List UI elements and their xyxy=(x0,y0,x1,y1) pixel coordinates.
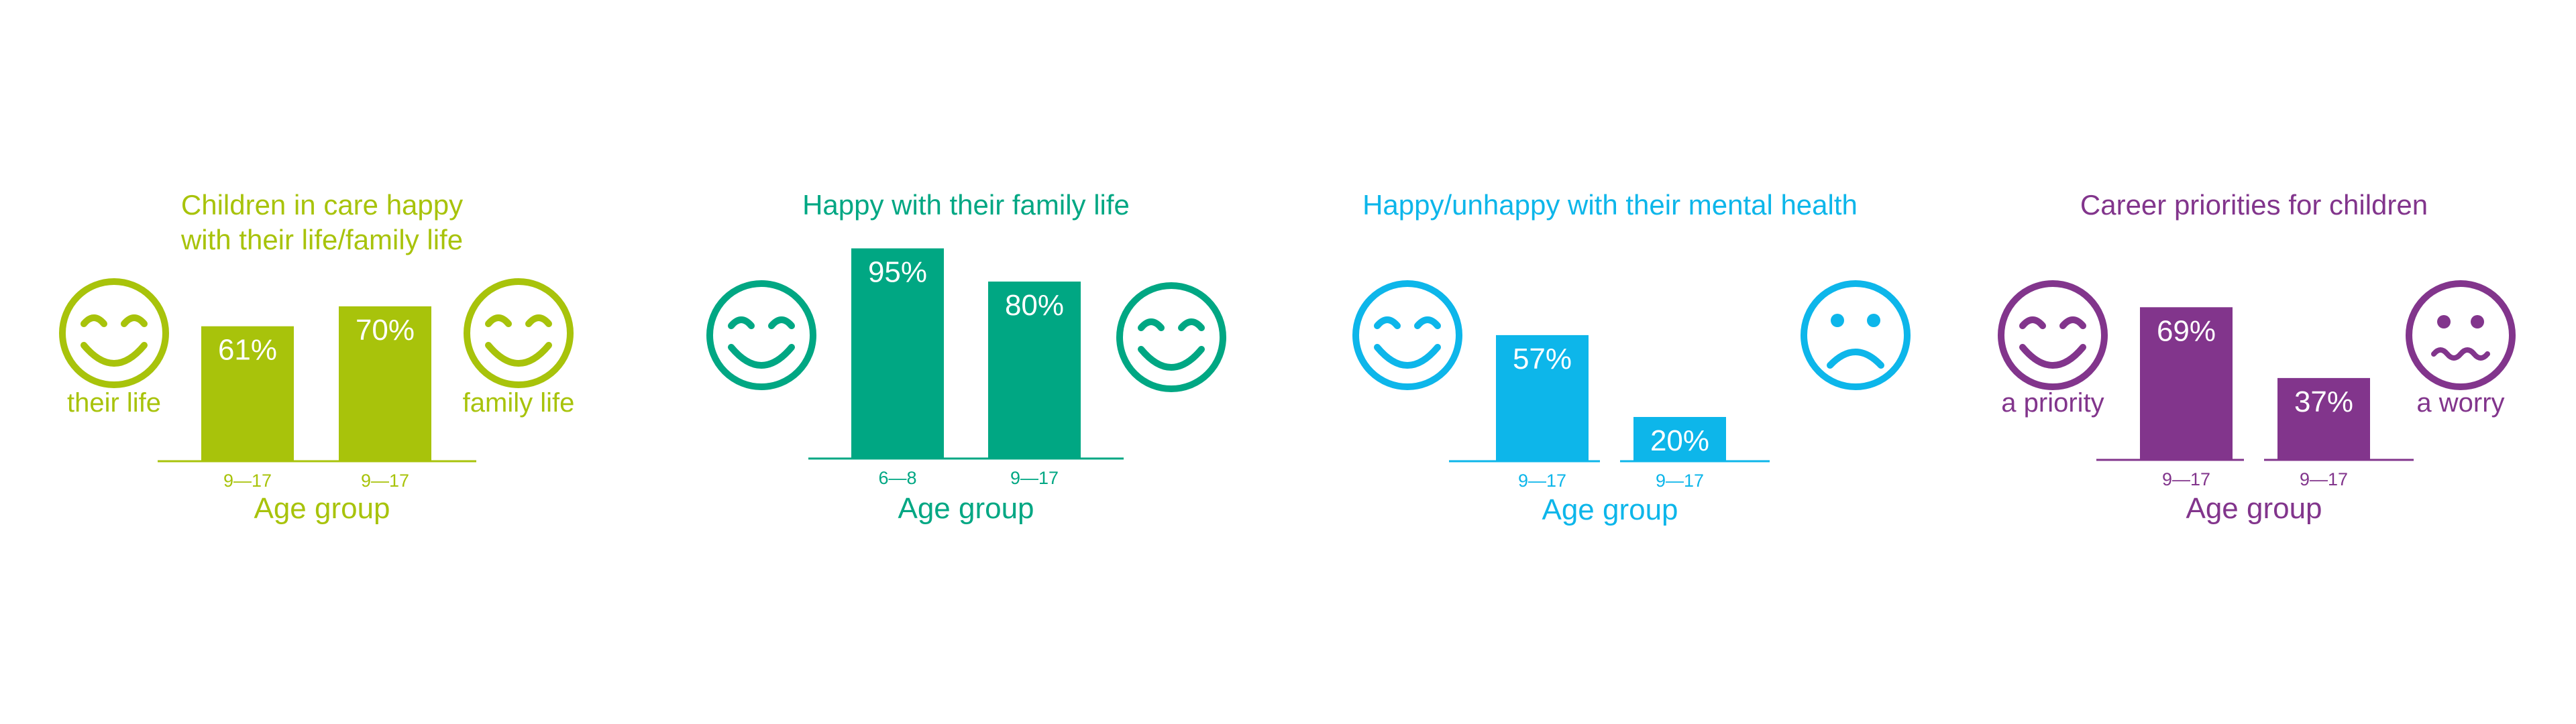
bar xyxy=(1633,417,1726,461)
x-axis-label: Age group xyxy=(2186,492,2322,525)
x-tick-label: 9—17 xyxy=(1656,471,1704,491)
x-tick-label: 9—17 xyxy=(2300,469,2348,489)
x-axis-label: Age group xyxy=(898,492,1034,525)
bar xyxy=(2140,307,2233,460)
bar-value-label: 57% xyxy=(1513,343,1572,375)
bar-value-label: 20% xyxy=(1650,424,1709,457)
bar-chart: 69% 9—17 37% 9—17 Age group a priority a worry xyxy=(1998,280,2516,525)
bar xyxy=(1496,335,1589,461)
chart-panel-career-priorities: Career priorities for children 69% 9—17 37… xyxy=(1932,0,2576,724)
x-axis-label: Age group xyxy=(1542,493,1678,526)
x-tick-label: 9—17 xyxy=(223,471,272,491)
chart-title: Children in care happy with their life/f… xyxy=(180,189,464,255)
x-tick-label: 9—17 xyxy=(2162,469,2210,489)
bar xyxy=(851,248,944,459)
smiling-face-icon xyxy=(1116,282,1226,392)
bar-value-label: 70% xyxy=(356,314,415,347)
chart-title: Career priorities for children xyxy=(2080,189,2428,221)
smiling-face-icon xyxy=(59,278,169,388)
bar xyxy=(2277,377,2370,460)
x-tick-label: 6—8 xyxy=(878,468,916,488)
smiling-face-icon xyxy=(1352,280,1462,390)
bar-value-label: 69% xyxy=(2157,314,2216,347)
icon-label-left: their life xyxy=(67,388,161,418)
bar-value-label: 37% xyxy=(2294,385,2353,418)
chart-title: Happy with their family life xyxy=(802,189,1130,221)
bar-value-label: 80% xyxy=(1005,289,1064,322)
sad-face-icon xyxy=(1801,280,1911,390)
chart-panel-mental-health: Happy/unhappy with their mental health 5… xyxy=(1288,0,1932,724)
bar xyxy=(201,326,294,461)
x-tick-label: 9—17 xyxy=(1518,471,1566,491)
x-tick-label: 9—17 xyxy=(361,471,409,491)
bar-value-label: 61% xyxy=(218,334,277,367)
icon-label-right: family life xyxy=(463,388,575,418)
bar xyxy=(988,282,1081,459)
chart-panel-family-life: Happy with their family life 95% 6—8 80% 9—… xyxy=(644,0,1288,724)
bar-chart: 95% 6—8 80% 9—17 Age group xyxy=(706,248,1226,525)
bar xyxy=(339,306,431,461)
x-tick-label: 9—17 xyxy=(1010,468,1059,488)
x-axis-label: Age group xyxy=(254,492,390,525)
chart-title: Happy/unhappy with their mental health xyxy=(1362,189,1858,221)
smiling-face-icon xyxy=(1998,280,2108,390)
worried-face-icon xyxy=(2406,280,2516,390)
smiling-face-icon xyxy=(706,280,816,390)
icon-label-right: a worry xyxy=(2416,388,2504,418)
smiling-face-icon xyxy=(464,278,574,388)
icon-label-left: a priority xyxy=(2001,388,2104,418)
chart-panel-life-family: Children in care happy with their life/f… xyxy=(0,0,644,724)
bar-value-label: 95% xyxy=(868,256,927,289)
